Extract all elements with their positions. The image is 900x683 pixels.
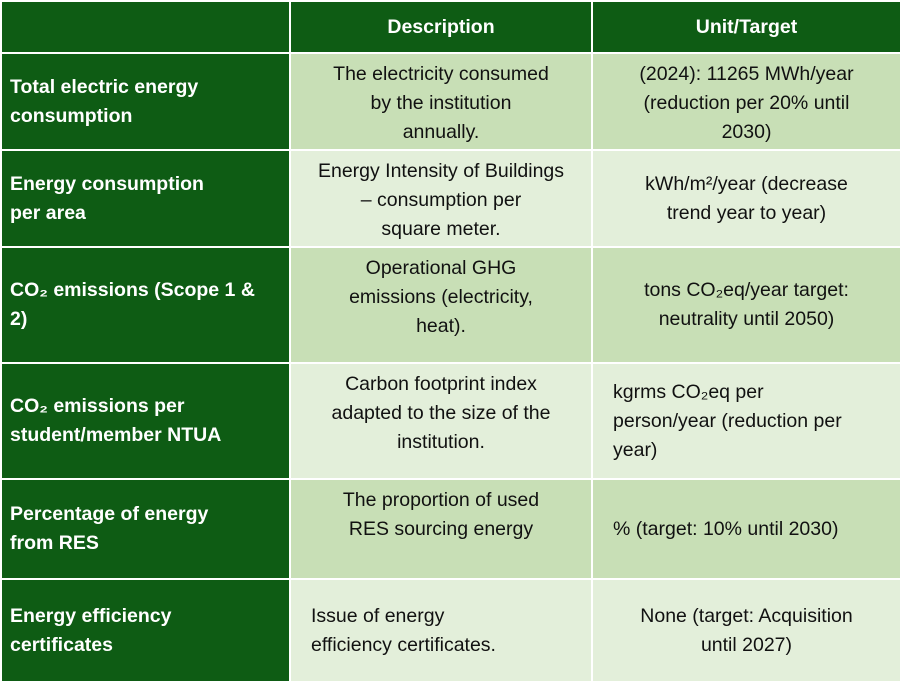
table-row: Energy consumption per area Energy Inten… (0, 149, 900, 248)
description-cell: The electricity consumed by the institut… (289, 52, 593, 151)
table-row: CO₂ emissions per student/member NTUA Ca… (0, 362, 900, 480)
description-cell: Operational GHG emissions (electricity, … (289, 246, 593, 364)
unit-target-cell: kWh/m²/year (decrease trend year to year… (591, 149, 900, 248)
header-unit-target: Unit/Target (591, 0, 900, 54)
table-row: CO₂ emissions (Scope 1 & 2) Operational … (0, 246, 900, 364)
unit-target-cell: (2024): 11265 MWh/year (reduction per 20… (591, 52, 900, 151)
indicator-cell: CO₂ emissions per student/member NTUA (0, 362, 291, 480)
description-cell: Carbon footprint index adapted to the si… (289, 362, 593, 480)
unit-target-cell: None (target: Acquisition until 2027) (591, 578, 900, 683)
unit-target-cell: kgrms CO₂eq per person/year (reduction p… (591, 362, 900, 480)
header-description: Description (289, 0, 593, 54)
unit-target-cell: tons CO₂eq/year target: neutrality until… (591, 246, 900, 364)
indicator-cell: Total electric energy consumption (0, 52, 291, 151)
unit-target-cell: % (target: 10% until 2030) (591, 478, 900, 580)
indicator-cell: Percentage of energy from RES (0, 478, 291, 580)
table-row: Percentage of energy from RES The propor… (0, 478, 900, 580)
table-row: Total electric energy consumption The el… (0, 52, 900, 151)
header-empty-cell (0, 0, 291, 54)
description-cell: The proportion of used RES sourcing ener… (289, 478, 593, 580)
table-row: Energy efficiency certificates Issue of … (0, 578, 900, 683)
indicator-cell: CO₂ emissions (Scope 1 & 2) (0, 246, 291, 364)
description-cell: Energy Intensity of Buildings – consumpt… (289, 149, 593, 248)
indicator-cell: Energy efficiency certificates (0, 578, 291, 683)
indicator-cell: Energy consumption per area (0, 149, 291, 248)
header-row: Description Unit/Target (0, 0, 900, 54)
description-cell: Issue of energy efficiency certificates. (289, 578, 593, 683)
